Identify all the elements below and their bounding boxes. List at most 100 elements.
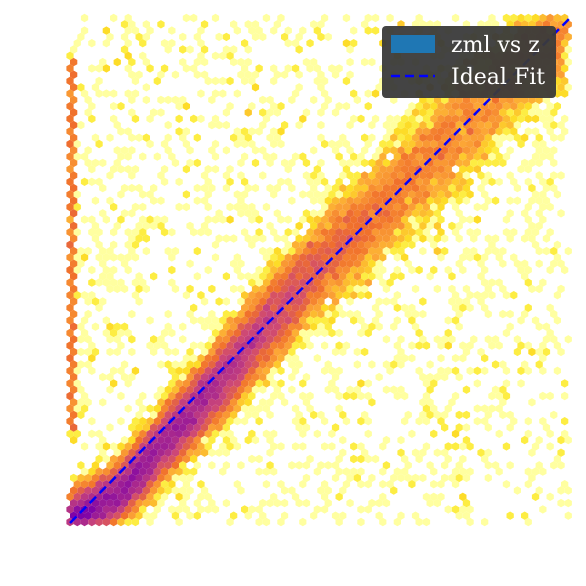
hexbin-cell	[193, 498, 201, 508]
hexbin-cell	[324, 183, 332, 193]
hexbin-cell	[561, 379, 569, 388]
hexbin-cell	[295, 410, 303, 420]
hexbin-cell	[164, 322, 172, 331]
hexbin-cell	[441, 461, 449, 470]
hexbin-cell	[186, 158, 194, 168]
hexbin-cell	[208, 322, 216, 331]
hexbin-cell	[160, 417, 169, 426]
hexbin-cell	[91, 297, 100, 306]
hexbin-cell	[437, 127, 445, 136]
hexbin-cell	[66, 492, 74, 501]
hexbin-cell	[295, 45, 303, 54]
hexbin-cell	[444, 404, 452, 413]
hexbin-cell	[422, 202, 431, 212]
hexbin-cell	[408, 215, 416, 224]
hexbin-cell	[190, 379, 198, 388]
hexbin-cell	[153, 480, 161, 489]
hexbin-cell	[357, 278, 365, 287]
hexbin-cell	[160, 228, 169, 237]
hexbin-cell	[124, 165, 132, 174]
hexbin-cell	[328, 379, 336, 388]
hexbin-cell	[411, 448, 420, 457]
hexbin-cell	[215, 322, 223, 331]
hexbin-cell	[488, 240, 496, 249]
hexbin-cell	[306, 240, 314, 249]
hexbin-cell	[248, 366, 256, 375]
hexbin-cell	[353, 196, 361, 205]
hexbin-cell	[284, 240, 292, 249]
hexbin-cell	[102, 467, 110, 476]
hexbin-cell	[357, 202, 365, 212]
hexbin-cell	[564, 511, 572, 520]
hexbin-cell	[266, 272, 274, 281]
hexbin-cell	[379, 480, 387, 489]
hexbin-cell	[393, 139, 401, 149]
hexbin-cell	[237, 259, 245, 268]
hexbin-cell	[455, 234, 463, 243]
hexbin-cell	[433, 183, 441, 193]
hexbin-cell	[99, 398, 107, 407]
hexbin-cell	[248, 316, 256, 325]
hexbin-cell	[524, 480, 532, 489]
hexbin-cell	[411, 120, 420, 130]
hexbin-cell	[328, 429, 336, 438]
hexbin-cell	[219, 316, 227, 325]
hexbin-cell	[361, 322, 369, 331]
hexbin-cell	[557, 284, 565, 294]
hexbin-cell	[233, 354, 241, 363]
hexbin-cell	[88, 366, 96, 375]
hexbin-cell	[270, 429, 278, 438]
hexbin-cell	[339, 259, 347, 268]
legend-label-zml: zml vs z	[451, 33, 540, 58]
hexbin-cell	[160, 454, 169, 464]
hexbin-cell	[491, 385, 500, 394]
hexbin-cell	[491, 234, 500, 243]
hexbin-cell	[419, 448, 427, 457]
hexbin-cell	[317, 70, 325, 79]
hexbin-cell	[350, 202, 358, 212]
hexbin-cell	[110, 505, 118, 514]
hexbin-cell	[542, 196, 551, 205]
hexbin-cell	[535, 171, 543, 180]
hexbin-cell	[328, 442, 336, 451]
hexbin-cell	[248, 215, 256, 224]
hexbin-cell	[324, 322, 332, 331]
hexbin-cell	[422, 177, 431, 186]
hexbin-cell	[135, 234, 143, 243]
hexbin-cell	[484, 171, 492, 180]
hexbin-cell	[521, 309, 529, 319]
hexbin-cell	[70, 259, 78, 268]
hexbin-cell	[539, 152, 547, 161]
hexbin-cell	[422, 114, 431, 123]
hexbin-cell	[357, 215, 365, 224]
hexbin-cell	[506, 171, 514, 180]
hexbin-cell	[193, 246, 201, 256]
hexbin-cell	[328, 265, 336, 275]
hexbin-cell	[70, 272, 78, 281]
hexbin-cell	[77, 259, 85, 268]
hexbin-cell	[270, 354, 278, 363]
hexbin-cell	[299, 379, 307, 388]
hexbin-cell	[382, 209, 391, 218]
hexbin-cell	[266, 322, 274, 331]
hexbin-cell	[70, 297, 78, 306]
hexbin-cell	[528, 108, 536, 117]
hexbin-cell	[364, 429, 372, 438]
hexbin-cell	[535, 158, 543, 168]
hexbin-cell	[281, 158, 289, 168]
hexbin-cell	[382, 158, 391, 168]
hexbin-cell	[313, 64, 321, 73]
hexbin-cell	[281, 272, 289, 281]
hexbin-cell	[368, 221, 376, 231]
hexbin-cell	[353, 95, 361, 105]
hexbin-cell	[179, 435, 187, 445]
hexbin-cell	[550, 410, 558, 420]
hexbin-cell	[175, 177, 183, 186]
hexbin-cell	[433, 498, 441, 508]
hexbin-cell	[411, 221, 420, 231]
hexbin-cell	[164, 146, 172, 155]
hexbin-cell	[150, 183, 158, 193]
hexbin-cell	[70, 246, 78, 256]
hexbin-cell	[433, 410, 441, 420]
hexbin-cell	[190, 341, 198, 350]
